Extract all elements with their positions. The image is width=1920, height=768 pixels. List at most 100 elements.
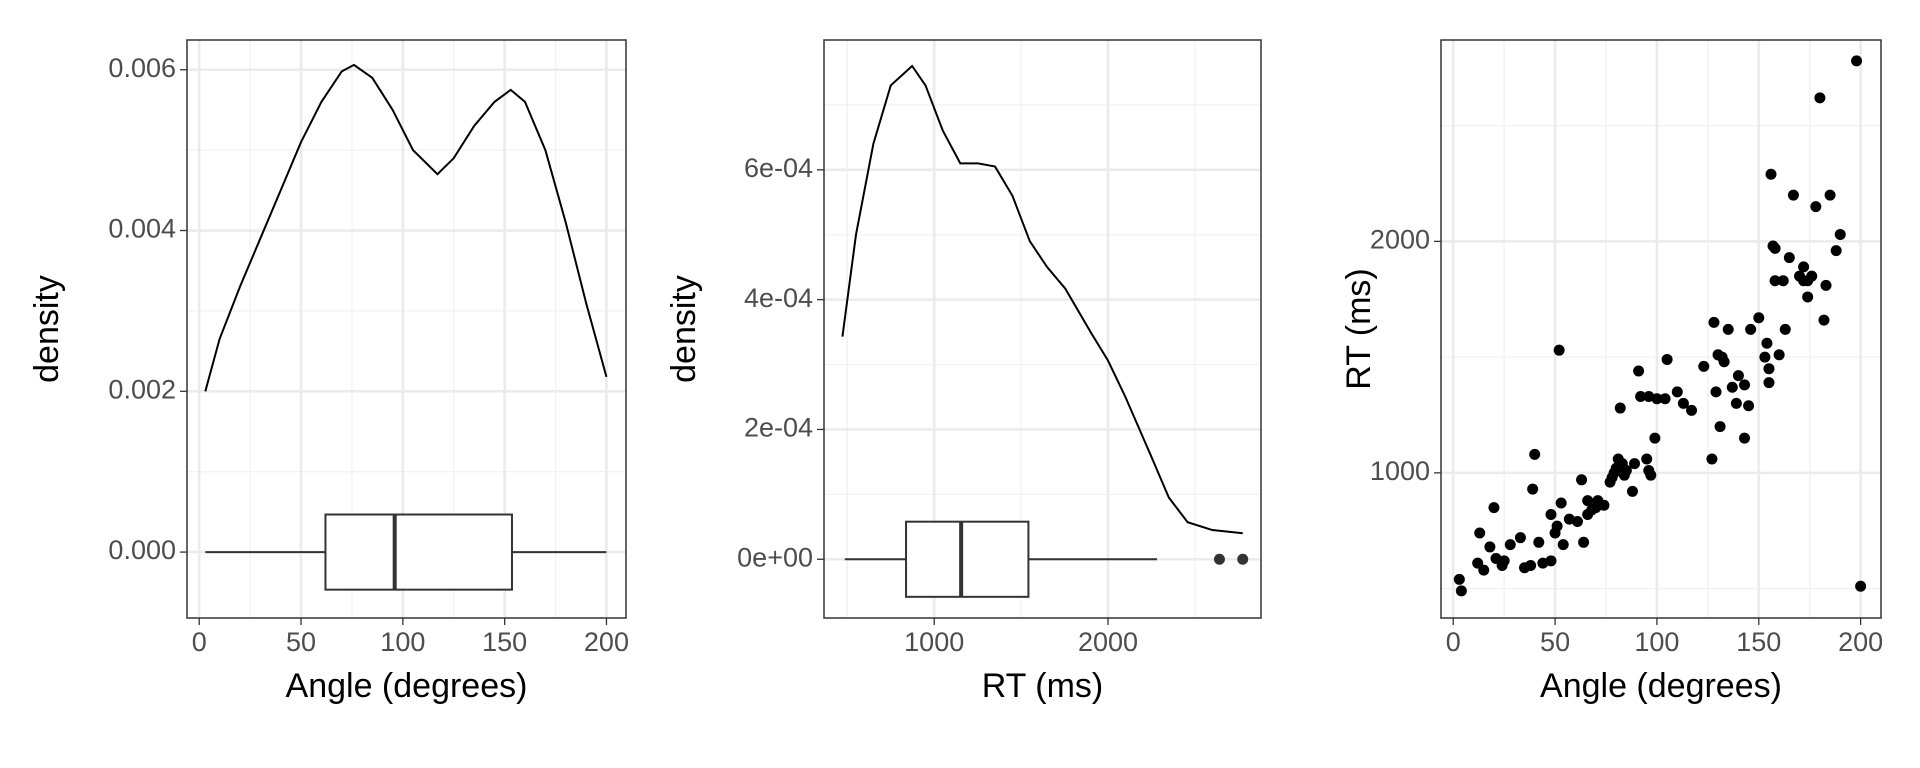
point bbox=[1759, 351, 1771, 363]
point bbox=[1514, 532, 1526, 544]
point bbox=[1582, 495, 1594, 507]
point bbox=[1533, 536, 1545, 548]
point bbox=[1718, 356, 1730, 368]
density-line bbox=[841, 64, 1243, 535]
point bbox=[1824, 189, 1836, 201]
point bbox=[1555, 497, 1567, 509]
point bbox=[1806, 270, 1818, 282]
point bbox=[1620, 465, 1632, 477]
y-axis-title: RT (ms) bbox=[1340, 268, 1378, 390]
point bbox=[1478, 564, 1490, 576]
point bbox=[1739, 379, 1751, 391]
point bbox=[1777, 275, 1789, 287]
y-axis-title: density bbox=[28, 275, 66, 383]
point bbox=[1739, 432, 1751, 444]
point bbox=[1855, 580, 1867, 592]
point bbox=[1484, 541, 1496, 553]
point bbox=[1455, 585, 1467, 597]
point bbox=[1730, 397, 1742, 409]
x-tick-label: 0 bbox=[1446, 627, 1461, 657]
panel-border bbox=[186, 39, 627, 619]
point bbox=[1633, 365, 1645, 377]
point bbox=[1551, 520, 1563, 532]
point bbox=[1641, 453, 1653, 465]
point bbox=[1578, 536, 1590, 548]
x-tick-label: 0 bbox=[192, 627, 207, 657]
point bbox=[1722, 323, 1734, 335]
point bbox=[1488, 502, 1500, 514]
box bbox=[324, 513, 513, 591]
x-tick-label: 150 bbox=[482, 627, 527, 657]
y-tick-label: 0.002 bbox=[108, 374, 176, 404]
point bbox=[1830, 245, 1842, 257]
point bbox=[1783, 252, 1795, 264]
point bbox=[1732, 370, 1744, 382]
point bbox=[1773, 349, 1785, 361]
y-tick-label: 0.004 bbox=[108, 214, 176, 244]
y-tick-label: 0.000 bbox=[108, 535, 176, 565]
point bbox=[1626, 485, 1638, 497]
box bbox=[905, 520, 1030, 598]
x-tick-label: 100 bbox=[1634, 627, 1679, 657]
point bbox=[1671, 386, 1683, 398]
point bbox=[1545, 509, 1557, 521]
point bbox=[1765, 168, 1777, 180]
point bbox=[1814, 92, 1826, 104]
point bbox=[1557, 539, 1569, 551]
y-tick-label: 6e-04 bbox=[744, 153, 813, 183]
point bbox=[1576, 474, 1588, 486]
point bbox=[1504, 539, 1516, 551]
point bbox=[1706, 453, 1718, 465]
density-line bbox=[204, 63, 608, 392]
point bbox=[1769, 275, 1781, 287]
x-tick-label: 150 bbox=[1736, 627, 1781, 657]
y-tick-label: 0.006 bbox=[108, 53, 176, 83]
point bbox=[1763, 377, 1775, 389]
point bbox=[1745, 323, 1757, 335]
y-tick-label: 2e-04 bbox=[744, 413, 813, 443]
point bbox=[1818, 314, 1830, 326]
point bbox=[1710, 386, 1722, 398]
point bbox=[1661, 353, 1673, 365]
outlier bbox=[1213, 553, 1225, 565]
x-tick-label: 50 bbox=[1540, 627, 1570, 657]
point bbox=[1571, 515, 1583, 527]
point bbox=[1851, 55, 1863, 67]
point bbox=[1645, 469, 1657, 481]
x-axis-title: Angle (degrees) bbox=[286, 667, 528, 705]
point bbox=[1743, 400, 1755, 412]
point bbox=[1545, 555, 1557, 567]
point bbox=[1529, 448, 1541, 460]
y-axis-title: density bbox=[665, 275, 703, 383]
x-tick-label: 200 bbox=[584, 627, 629, 657]
point bbox=[1474, 527, 1486, 539]
point bbox=[1763, 363, 1775, 375]
point bbox=[1698, 360, 1710, 372]
x-axis-title: RT (ms) bbox=[982, 667, 1104, 705]
point bbox=[1726, 381, 1738, 393]
point bbox=[1714, 421, 1726, 433]
point bbox=[1553, 344, 1565, 356]
point bbox=[1635, 390, 1647, 402]
y-tick-label: 0e+00 bbox=[737, 542, 813, 572]
point bbox=[1686, 404, 1698, 416]
x-tick-label: 2000 bbox=[1078, 627, 1138, 657]
point bbox=[1779, 323, 1791, 335]
point bbox=[1453, 573, 1465, 585]
outlier bbox=[1237, 553, 1249, 565]
x-axis-title: Angle (degrees) bbox=[1540, 667, 1782, 705]
x-tick-label: 1000 bbox=[904, 627, 964, 657]
point bbox=[1598, 499, 1610, 511]
point bbox=[1761, 337, 1773, 349]
point bbox=[1769, 242, 1781, 254]
panel-border bbox=[1440, 39, 1882, 619]
point bbox=[1659, 393, 1671, 405]
point bbox=[1834, 228, 1846, 240]
point bbox=[1649, 432, 1661, 444]
point bbox=[1498, 555, 1510, 567]
x-tick-label: 200 bbox=[1838, 627, 1883, 657]
point bbox=[1708, 316, 1720, 328]
point bbox=[1798, 261, 1810, 273]
y-tick-label: 2000 bbox=[1370, 225, 1430, 255]
